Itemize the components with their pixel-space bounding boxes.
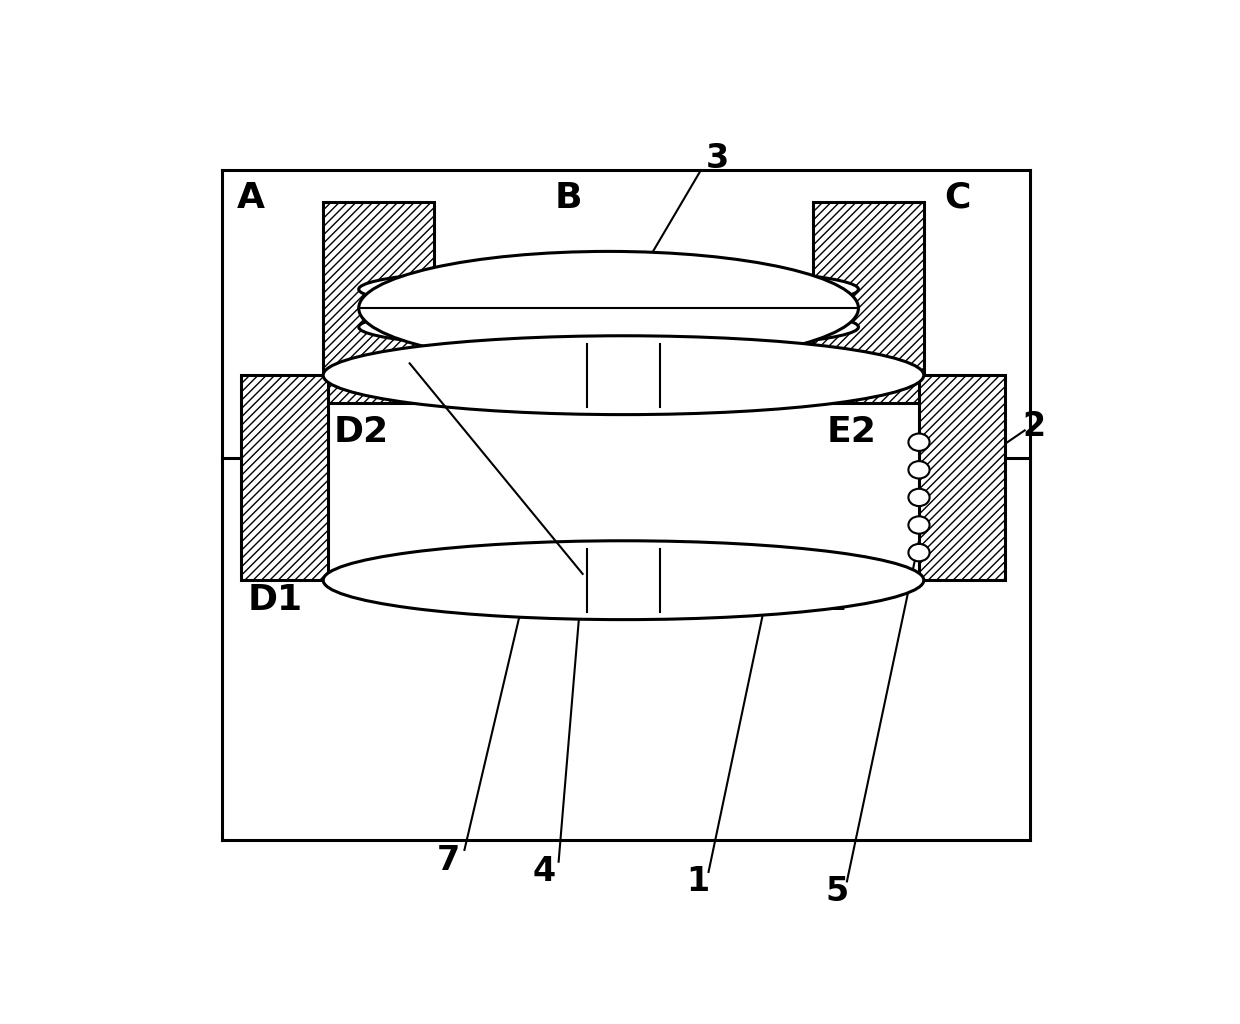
Circle shape [909,544,930,561]
FancyBboxPatch shape [324,375,924,581]
Circle shape [909,516,930,534]
Text: 4: 4 [533,855,556,889]
Text: E1: E1 [799,583,848,616]
Circle shape [909,461,930,478]
Text: 7: 7 [436,844,460,877]
FancyBboxPatch shape [919,375,1006,581]
Circle shape [909,488,930,506]
Text: E2: E2 [827,415,877,449]
FancyBboxPatch shape [324,202,434,402]
Text: D2: D2 [334,415,389,449]
Text: 1: 1 [687,865,709,898]
FancyBboxPatch shape [242,375,327,581]
Ellipse shape [324,336,924,415]
Ellipse shape [324,541,924,620]
Text: 2: 2 [1023,410,1045,443]
Ellipse shape [358,266,858,312]
Text: A: A [237,181,265,215]
Text: D1: D1 [248,583,303,616]
Text: 5: 5 [826,876,849,908]
FancyBboxPatch shape [813,202,924,402]
Text: C: C [944,181,971,215]
Text: B: B [554,181,582,215]
Text: 3: 3 [706,142,729,175]
Ellipse shape [358,304,858,350]
Ellipse shape [358,252,858,365]
Circle shape [909,433,930,451]
